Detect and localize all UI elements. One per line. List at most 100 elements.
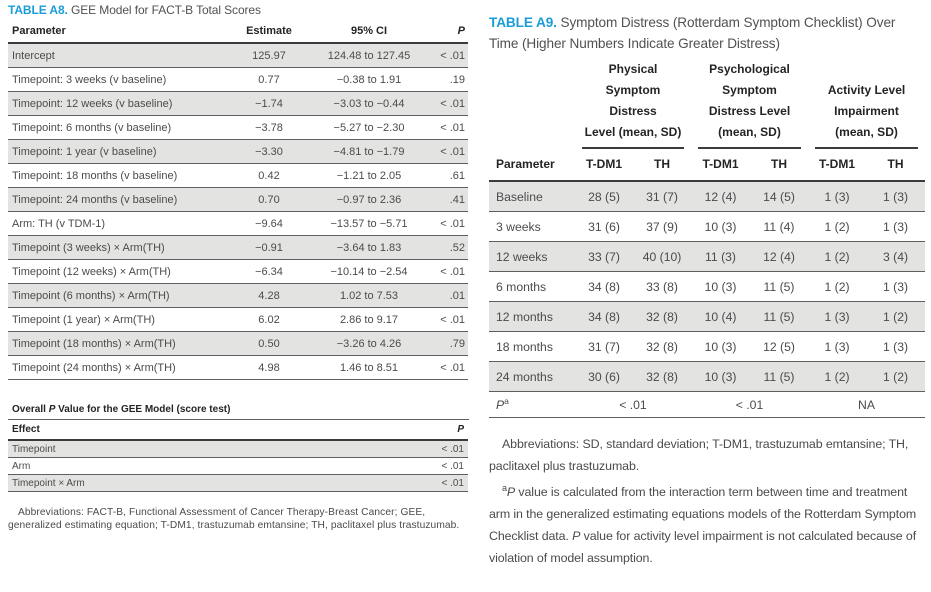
group-header-line: (mean, SD) xyxy=(835,125,898,139)
table-row: Timepoint: 3 weeks (v baseline) 0.77 −0.… xyxy=(8,67,468,92)
cell: Timepoint (3 weeks) × Arm(TH) xyxy=(8,235,230,260)
table-a8-title: TABLE A8. GEE Model for FACT-B Total Sco… xyxy=(8,3,469,17)
cell: 1 (3) xyxy=(808,331,867,362)
footnote-a-superscript: a xyxy=(502,483,507,493)
cell: −3.78 xyxy=(230,115,308,140)
cell: 31 (6) xyxy=(575,211,633,242)
group-header-line: Symptom xyxy=(722,83,777,97)
cell: NA xyxy=(808,391,926,418)
col-header-th: TH xyxy=(750,149,809,182)
cell: 10 (3) xyxy=(691,271,750,302)
cell: < .01 xyxy=(430,91,468,116)
col-header-th: TH xyxy=(633,149,691,182)
table-row: Timepoint × Arm < .01 xyxy=(8,474,468,492)
table-a9-title: TABLE A9. Symptom Distress (Rotterdam Sy… xyxy=(489,12,926,54)
group-header-line: Physical xyxy=(608,62,658,76)
col-header-effect: Effect xyxy=(8,420,418,441)
symptom-distress-table: Physical Symptom Distress Level (mean, S… xyxy=(489,59,926,418)
table-row: Arm: TH (v TDM-1) −9.64 −13.57 to −5.71 … xyxy=(8,211,468,236)
table-row: Timepoint (24 months) × Arm(TH) 4.98 1.4… xyxy=(8,355,468,380)
cell: < .01 xyxy=(430,139,468,164)
cell: 6.02 xyxy=(230,307,308,332)
table-row: Baseline 28 (5) 31 (7) 12 (4) 14 (5) 1 (… xyxy=(489,181,926,212)
cell: Timepoint (18 months) × Arm(TH) xyxy=(8,331,230,356)
cell: < .01 xyxy=(430,115,468,140)
cell: 10 (3) xyxy=(691,211,750,242)
cell: < .01 xyxy=(418,440,468,458)
cell: −1.21 to 2.05 xyxy=(308,163,430,188)
cell: 1 (3) xyxy=(808,301,867,332)
cell: −3.64 to 1.83 xyxy=(308,235,430,260)
table-a8-abbreviations: Abbreviations: FACT-B, Functional Assess… xyxy=(8,507,460,531)
table-row: Timepoint (1 year) × Arm(TH) 6.02 2.86 t… xyxy=(8,307,468,332)
cell: 12 weeks xyxy=(489,241,575,272)
p-value-row: Pa < .01 < .01 NA xyxy=(489,391,926,418)
cell: 6 months xyxy=(489,271,575,302)
p-italic: P xyxy=(496,398,505,413)
cell: .79 xyxy=(430,331,468,356)
cell: < .01 xyxy=(430,211,468,236)
overall-p-section-title: Overall P Value for the GEE Model (score… xyxy=(8,404,469,420)
table-row: 6 months 34 (8) 33 (8) 10 (3) 11 (5) 1 (… xyxy=(489,271,926,302)
group-header-line: Psychological xyxy=(709,62,790,76)
cell: 12 (4) xyxy=(750,241,809,272)
col-header-parameter: Parameter xyxy=(489,149,575,182)
gee-model-table: Parameter Estimate 95% CI P Intercept 12… xyxy=(8,23,468,380)
col-header-p: P xyxy=(430,23,468,44)
table-row: Arm < .01 xyxy=(8,457,468,475)
cell: 11 (5) xyxy=(750,301,809,332)
cell: Timepoint: 1 year (v baseline) xyxy=(8,139,230,164)
group-header-line: (mean, SD) xyxy=(718,125,781,139)
cell: 3 (4) xyxy=(866,241,926,272)
cell: 1 (3) xyxy=(866,271,926,302)
cell: 11 (5) xyxy=(750,271,809,302)
cell: 34 (8) xyxy=(575,301,633,332)
table-row: Timepoint: 24 months (v baseline) 0.70 −… xyxy=(8,187,468,212)
table-a9-caption: Symptom Distress (Rotterdam Symptom Chec… xyxy=(489,15,896,51)
cell: −3.26 to 4.26 xyxy=(308,331,430,356)
cell: .61 xyxy=(430,163,468,188)
cell: Timepoint (6 months) × Arm(TH) xyxy=(8,283,230,308)
table-row: Timepoint < .01 xyxy=(8,440,468,458)
table-a8-panel: TABLE A8. GEE Model for FACT-B Total Sco… xyxy=(8,3,469,532)
group-header-line: Level (mean, SD) xyxy=(584,125,682,139)
cell: −4.81 to −1.79 xyxy=(308,139,430,164)
cell: −1.74 xyxy=(230,91,308,116)
cell: 4.98 xyxy=(230,355,308,380)
cell: Timepoint: 6 months (v baseline) xyxy=(8,115,230,140)
cell: 31 (7) xyxy=(633,181,691,212)
cell: 3 weeks xyxy=(489,211,575,242)
cell: −5.27 to −2.30 xyxy=(308,115,430,140)
group-header-line: Impairment xyxy=(834,104,899,118)
footnote-a-text: value for activity level impairment is n… xyxy=(489,529,917,566)
table-a9-footnote-a: aP value is calculated from the interact… xyxy=(489,477,917,569)
cell: Timepoint: 12 weeks (v baseline) xyxy=(8,91,230,116)
cell: 11 (4) xyxy=(750,211,809,242)
cell: 11 (3) xyxy=(691,241,750,272)
col-header-estimate: Estimate xyxy=(230,23,308,44)
table-row: 24 months 30 (6) 32 (8) 10 (3) 11 (5) 1 … xyxy=(489,361,926,392)
cell: 1 (3) xyxy=(866,331,926,362)
table-row: Timepoint (18 months) × Arm(TH) 0.50 −3.… xyxy=(8,331,468,356)
cell: 1 (3) xyxy=(866,181,926,212)
cell: 28 (5) xyxy=(575,181,633,212)
cell: 33 (8) xyxy=(633,271,691,302)
col-header-tdm1: T-DM1 xyxy=(575,149,633,182)
cell: Timepoint xyxy=(8,440,418,458)
table-row: Timepoint (6 months) × Arm(TH) 4.28 1.02… xyxy=(8,283,468,308)
table-a9-panel: TABLE A9. Symptom Distress (Rotterdam Sy… xyxy=(489,12,926,569)
overall-p-title-pre: Overall xyxy=(12,404,49,415)
cell: 10 (4) xyxy=(691,301,750,332)
cell: 2.86 to 9.17 xyxy=(308,307,430,332)
cell: Timepoint × Arm xyxy=(8,474,418,492)
table-a8-caption: GEE Model for FACT-B Total Scores xyxy=(71,3,261,17)
cell: 0.42 xyxy=(230,163,308,188)
cell: 10 (3) xyxy=(691,331,750,362)
cell: 125.97 xyxy=(230,43,308,68)
cell: 10 (3) xyxy=(691,361,750,392)
cell: .52 xyxy=(430,235,468,260)
cell: −6.34 xyxy=(230,259,308,284)
cell: 1 (2) xyxy=(866,361,926,392)
p-superscript: a xyxy=(504,396,509,407)
cell: 1 (2) xyxy=(808,271,867,302)
